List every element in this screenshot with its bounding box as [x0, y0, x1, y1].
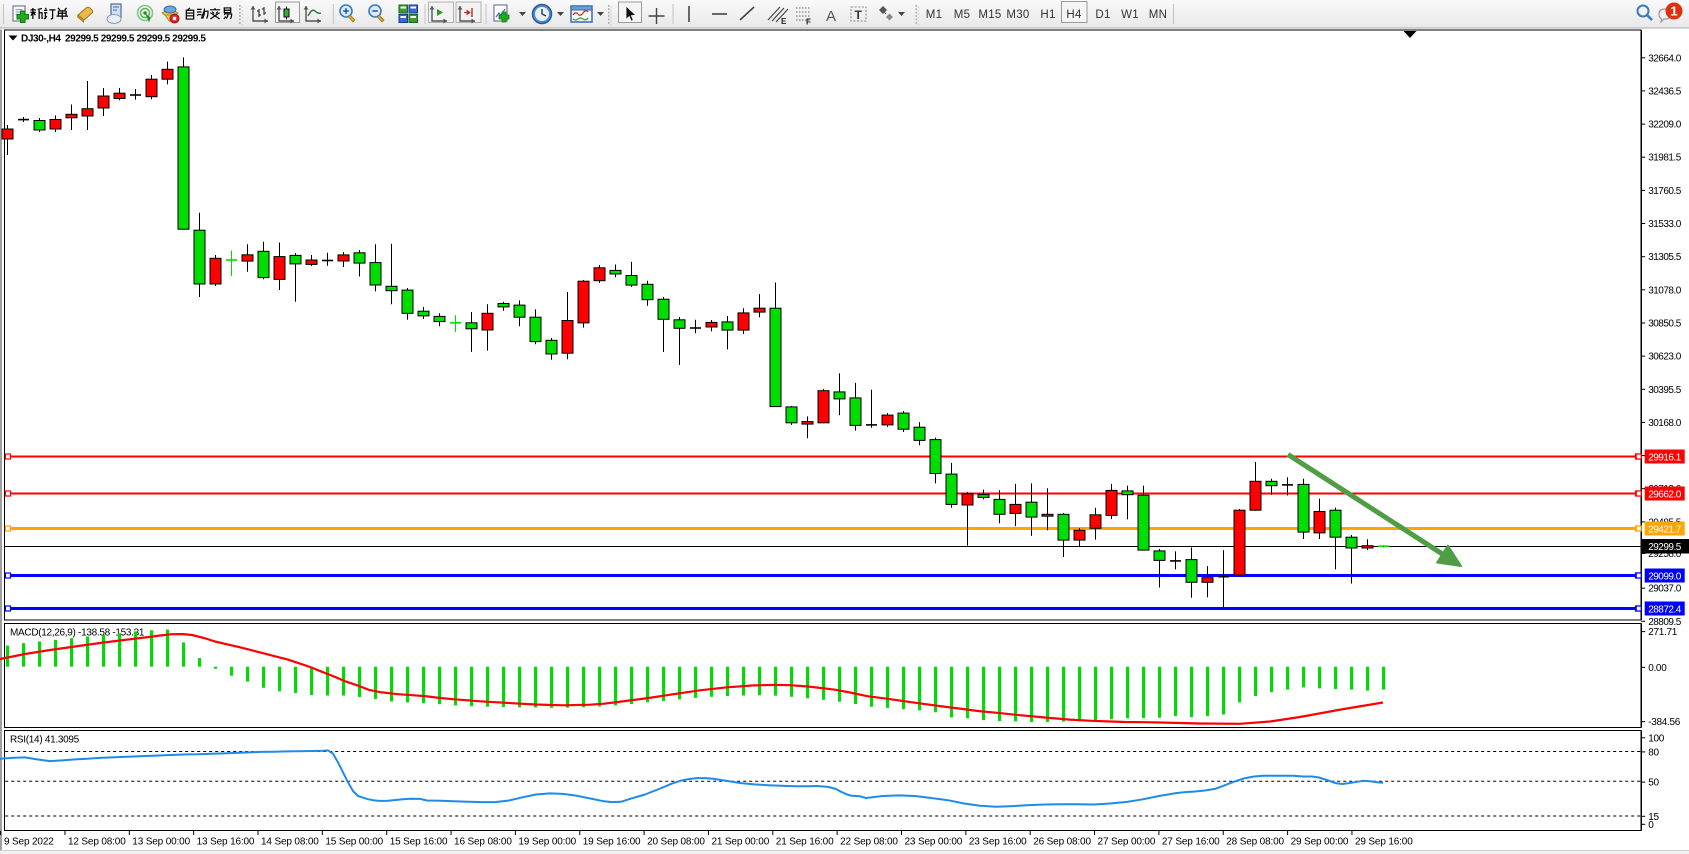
svg-text:1: 1 — [1670, 4, 1677, 19]
svg-text:30168.0: 30168.0 — [1648, 418, 1682, 429]
svg-text:29421.7: 29421.7 — [1648, 524, 1682, 535]
svg-text:31533.0: 31533.0 — [1648, 219, 1682, 230]
svg-text:M5: M5 — [954, 9, 971, 21]
svg-text:31078.0: 31078.0 — [1648, 285, 1682, 296]
svg-text:D1: D1 — [1095, 9, 1110, 21]
svg-text:15 Sep 00:00: 15 Sep 00:00 — [325, 837, 383, 848]
svg-text:27 Sep 00:00: 27 Sep 00:00 — [1098, 837, 1156, 848]
svg-text:M15: M15 — [978, 9, 1001, 21]
svg-text:W1: W1 — [1121, 9, 1139, 21]
svg-text:-384.56: -384.56 — [1648, 717, 1681, 728]
svg-text:F: F — [806, 18, 811, 27]
svg-text:T: T — [855, 8, 863, 22]
svg-text:16 Sep 08:00: 16 Sep 08:00 — [454, 837, 512, 848]
svg-text:29299.5: 29299.5 — [1648, 542, 1682, 553]
svg-text:30623.0: 30623.0 — [1648, 352, 1682, 363]
svg-text:32436.5: 32436.5 — [1648, 86, 1682, 97]
svg-text:100: 100 — [1648, 733, 1665, 744]
svg-text:28872.4: 28872.4 — [1648, 604, 1682, 615]
svg-text:DJ30-,H4: DJ30-,H4 — [21, 34, 61, 45]
svg-text:13 Sep 16:00: 13 Sep 16:00 — [197, 837, 255, 848]
svg-text:22 Sep 08:00: 22 Sep 08:00 — [840, 837, 898, 848]
svg-text:15: 15 — [1648, 812, 1659, 823]
svg-text:M30: M30 — [1006, 9, 1029, 21]
svg-text:RSI(14) 41.3095: RSI(14) 41.3095 — [10, 735, 80, 746]
svg-text:27 Sep 16:00: 27 Sep 16:00 — [1162, 837, 1220, 848]
svg-text:MACD(12,26,9) -138.58 -153.31: MACD(12,26,9) -138.58 -153.31 — [10, 628, 145, 639]
svg-text:30850.5: 30850.5 — [1648, 319, 1682, 330]
svg-text:MN: MN — [1149, 9, 1168, 21]
svg-text:29037.0: 29037.0 — [1648, 584, 1682, 595]
svg-text:H1: H1 — [1040, 9, 1055, 21]
svg-text:0: 0 — [1648, 820, 1654, 831]
svg-text:15 Sep 16:00: 15 Sep 16:00 — [390, 837, 448, 848]
svg-text:29099.0: 29099.0 — [1648, 571, 1682, 582]
svg-text:9 Sep 2022: 9 Sep 2022 — [4, 837, 54, 848]
svg-text:21 Sep 00:00: 21 Sep 00:00 — [711, 837, 769, 848]
svg-text:29 Sep 00:00: 29 Sep 00:00 — [1291, 837, 1349, 848]
svg-text:21 Sep 16:00: 21 Sep 16:00 — [776, 837, 834, 848]
svg-text:A: A — [826, 8, 836, 25]
svg-text:271.71: 271.71 — [1648, 627, 1678, 638]
svg-text:31981.5: 31981.5 — [1648, 153, 1682, 164]
svg-text:20 Sep 08:00: 20 Sep 08:00 — [647, 837, 705, 848]
svg-text:19 Sep 16:00: 19 Sep 16:00 — [583, 837, 641, 848]
svg-text:31305.5: 31305.5 — [1648, 252, 1682, 263]
svg-text:29662.0: 29662.0 — [1648, 489, 1682, 500]
svg-text:31760.5: 31760.5 — [1648, 186, 1682, 197]
svg-text:30395.5: 30395.5 — [1648, 385, 1682, 396]
svg-text:12 Sep 08:00: 12 Sep 08:00 — [68, 837, 126, 848]
svg-text:32209.0: 32209.0 — [1648, 120, 1682, 131]
svg-text:80: 80 — [1648, 747, 1659, 758]
svg-text:28 Sep 08:00: 28 Sep 08:00 — [1226, 837, 1284, 848]
svg-text:19 Sep 00:00: 19 Sep 00:00 — [518, 837, 576, 848]
svg-text:H4: H4 — [1066, 9, 1082, 21]
svg-text:0.00: 0.00 — [1648, 663, 1667, 674]
svg-text:29916.1: 29916.1 — [1648, 452, 1682, 463]
svg-text:29 Sep 16:00: 29 Sep 16:00 — [1355, 837, 1413, 848]
svg-text:28809.5: 28809.5 — [1648, 617, 1682, 628]
svg-text:23 Sep 00:00: 23 Sep 00:00 — [905, 837, 963, 848]
svg-text:29258.0: 29258.0 — [1648, 549, 1682, 560]
svg-text:E: E — [781, 17, 787, 26]
svg-text:50: 50 — [1648, 778, 1659, 789]
svg-text:29299.5 29299.5 29299.5 29299.: 29299.5 29299.5 29299.5 29299.5 — [65, 34, 206, 45]
svg-text:23 Sep 16:00: 23 Sep 16:00 — [969, 837, 1027, 848]
svg-text:M1: M1 — [926, 9, 943, 21]
svg-text:26 Sep 08:00: 26 Sep 08:00 — [1033, 837, 1091, 848]
svg-text:14 Sep 08:00: 14 Sep 08:00 — [261, 837, 319, 848]
svg-text:13 Sep 00:00: 13 Sep 00:00 — [132, 837, 190, 848]
svg-text:32664.0: 32664.0 — [1648, 53, 1682, 64]
